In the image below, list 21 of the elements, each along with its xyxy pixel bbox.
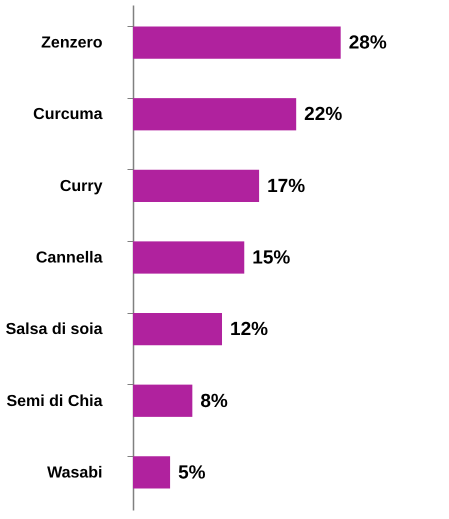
y-tick-label: Salsa di soia xyxy=(6,321,103,338)
bar xyxy=(133,456,170,489)
y-tick-label: Cannella xyxy=(36,250,103,266)
bar xyxy=(133,313,222,346)
y-tick-label: Curcuma xyxy=(33,106,103,124)
y-tick-label: Zenzero xyxy=(41,34,103,52)
bar xyxy=(133,26,341,59)
data-label: 17% xyxy=(267,176,306,197)
bar xyxy=(133,241,244,274)
y-tick-label: Curry xyxy=(60,178,103,195)
y-tick-label: Semi di Chia xyxy=(6,392,103,410)
data-label: 8% xyxy=(200,390,228,412)
data-label: 15% xyxy=(252,248,290,268)
y-tick-label: Wasabi xyxy=(47,464,102,482)
data-label: 5% xyxy=(178,462,206,484)
data-label: 12% xyxy=(230,319,268,340)
bar xyxy=(133,384,192,417)
bar xyxy=(133,98,296,130)
data-label: 22% xyxy=(304,104,342,126)
data-label: 28% xyxy=(348,32,387,54)
bar xyxy=(133,170,260,202)
